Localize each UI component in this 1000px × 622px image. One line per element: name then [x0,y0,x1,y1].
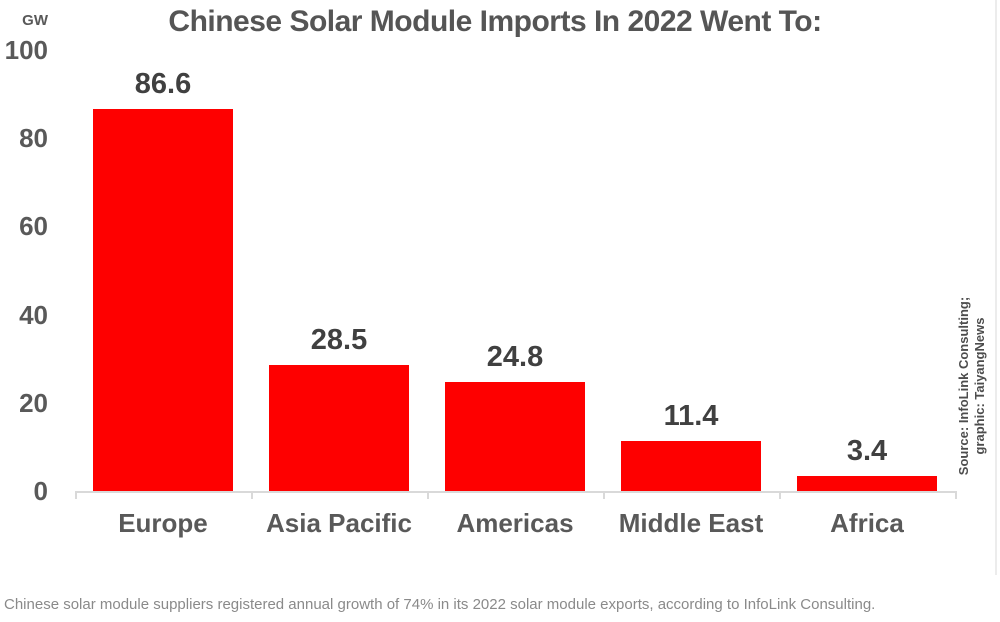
x-axis-line [75,491,956,493]
y-tick-label-100: 100 [4,35,48,65]
category-label-americas: Americas [456,508,574,538]
x-axis-tick [75,491,77,499]
plot-area: 86.6 28.5 24.8 11.4 3.4 [75,50,955,491]
y-tick-label-0: 0 [33,476,48,506]
x-axis-tick [603,491,605,499]
x-axis-tick [955,491,957,499]
value-label-asia-pacific: 28.5 [310,324,368,356]
source-attribution: Source: InfoLink Consulting; graphic: Ta… [956,297,989,475]
value-label-americas: 24.8 [486,341,544,373]
bar-middle-east [621,441,761,491]
y-tick-label-40: 40 [19,299,48,330]
category-label-asia-pacific: Asia Pacific [266,508,412,538]
x-axis-tick [427,491,429,499]
value-label-middle-east: 11.4 [663,400,719,432]
source-attribution-line1: Source: InfoLink Consulting; [955,296,971,476]
category-label-middle-east: Middle East [618,508,764,538]
y-tick-label-80: 80 [19,123,48,154]
y-axis-unit-label: GW [22,12,48,29]
chart-caption: Chinese solar module suppliers registere… [4,596,876,613]
x-axis-tick [251,491,253,499]
chart-title: Chinese Solar Module Imports In 2022 Wen… [168,5,822,38]
x-axis-tick [779,491,781,499]
bar-europe [93,109,233,491]
bar-africa [797,476,937,491]
y-tick-label-60: 60 [19,211,48,242]
value-label-europe: 86.6 [134,68,192,100]
source-attribution-line2: graphic: TaiyangNews [972,317,987,455]
y-tick-label-20: 20 [19,387,48,418]
bar-chart: Chinese Solar Module Imports In 2022 Wen… [4,0,997,575]
value-label-africa: 3.4 [846,435,888,467]
category-label-europe: Europe [118,508,208,538]
bar-asia-pacific [269,365,409,491]
category-label-africa: Africa [830,508,904,538]
bar-americas [445,382,585,491]
